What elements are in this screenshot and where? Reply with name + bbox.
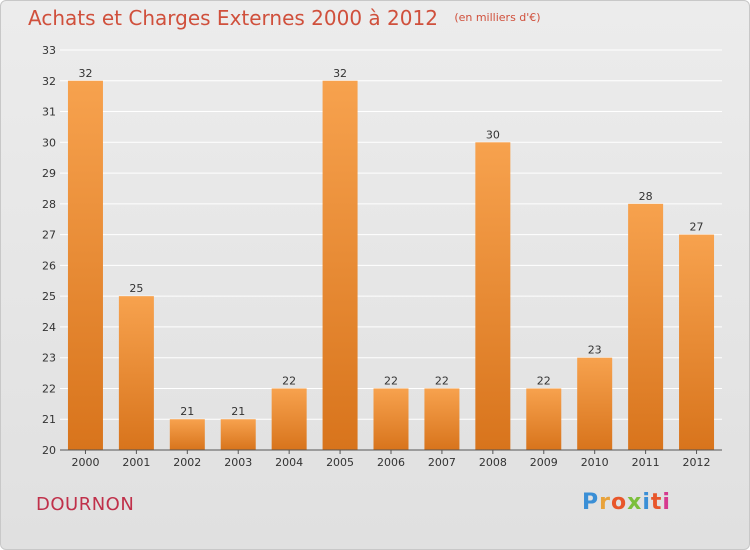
y-tick-label: 25: [42, 290, 56, 303]
x-tick-label: 2001: [122, 456, 150, 469]
y-tick-label: 28: [42, 198, 56, 211]
bar-2002: [169, 419, 205, 450]
x-tick-label: 2011: [632, 456, 660, 469]
bar-2011: [628, 203, 664, 450]
data-label-2008: 30: [486, 128, 500, 141]
data-label-2004: 22: [282, 374, 296, 387]
y-tick-label: 24: [42, 321, 56, 334]
x-tick-label: 2006: [377, 456, 405, 469]
y-tick-label: 22: [42, 382, 56, 395]
data-label-2007: 22: [435, 374, 449, 387]
bar-2010: [577, 357, 613, 450]
logo-letter: x: [627, 490, 643, 515]
data-label-2001: 25: [129, 282, 143, 295]
y-tick-label: 31: [42, 106, 56, 119]
logo-letter: i: [662, 490, 671, 515]
x-tick-label: 2012: [683, 456, 711, 469]
data-label-2005: 32: [333, 67, 347, 80]
data-label-2011: 28: [639, 190, 653, 203]
data-label-2003: 21: [231, 405, 245, 418]
x-tick-label: 2004: [275, 456, 303, 469]
y-tick-label: 27: [42, 229, 56, 242]
bar-2000: [67, 80, 103, 451]
y-tick-label: 29: [42, 167, 56, 180]
x-tick-label: 2007: [428, 456, 456, 469]
bar-2005: [322, 80, 358, 451]
x-tick-label: 2002: [173, 456, 201, 469]
chart-title: Achats et Charges Externes 2000 à 2012 (…: [28, 6, 541, 30]
data-label-2012: 27: [690, 221, 704, 234]
bar-2003: [220, 419, 256, 450]
x-tick-label: 2009: [530, 456, 558, 469]
data-label-2000: 32: [78, 67, 92, 80]
y-tick-label: 20: [42, 444, 56, 457]
chart-title-text: Achats et Charges Externes 2000 à 2012: [28, 6, 438, 30]
proxiti-logo: Proxiti: [582, 490, 671, 515]
x-tick-label: 2003: [224, 456, 252, 469]
chart-subtitle: (en milliers d'€): [454, 11, 541, 24]
bar-2004: [271, 388, 307, 450]
y-tick-label: 30: [42, 136, 56, 149]
logo-letter: t: [650, 490, 663, 515]
x-tick-label: 2008: [479, 456, 507, 469]
logo-letter: P: [582, 490, 600, 515]
x-tick-label: 2000: [71, 456, 99, 469]
x-tick-label: 2005: [326, 456, 354, 469]
logo-letter: o: [610, 490, 628, 515]
y-tick-label: 26: [42, 259, 56, 272]
bar-2001: [118, 296, 154, 450]
logo-letter: r: [599, 490, 611, 515]
x-tick-label: 2010: [581, 456, 609, 469]
y-tick-label: 21: [42, 413, 56, 426]
data-label-2002: 21: [180, 405, 194, 418]
bar-2007: [424, 388, 460, 450]
data-label-2006: 22: [384, 374, 398, 387]
logo-letter: i: [642, 490, 651, 515]
y-axis-ticks: 20 21 22 23 24 25 26 27 28 29 30 31 32 33: [42, 44, 56, 457]
commune-name: DOURNON: [36, 494, 135, 515]
bar-2008: [475, 142, 511, 451]
data-label-2010: 23: [588, 344, 602, 357]
data-label-2009: 22: [537, 374, 551, 387]
y-tick-label: 23: [42, 352, 56, 365]
y-tick-label: 33: [42, 44, 56, 57]
y-tick-label: 32: [42, 75, 56, 88]
bar-2012: [679, 234, 715, 450]
bars: 32 25 21 21 22 32 22 22 30 22 23 28 27: [67, 67, 715, 451]
bar-2009: [526, 388, 562, 450]
x-axis-ticks: 2000 2001 2002 2003 2004 2005 2006 2007 2008 2009…: [71, 450, 711, 469]
bar-2006: [373, 388, 409, 450]
